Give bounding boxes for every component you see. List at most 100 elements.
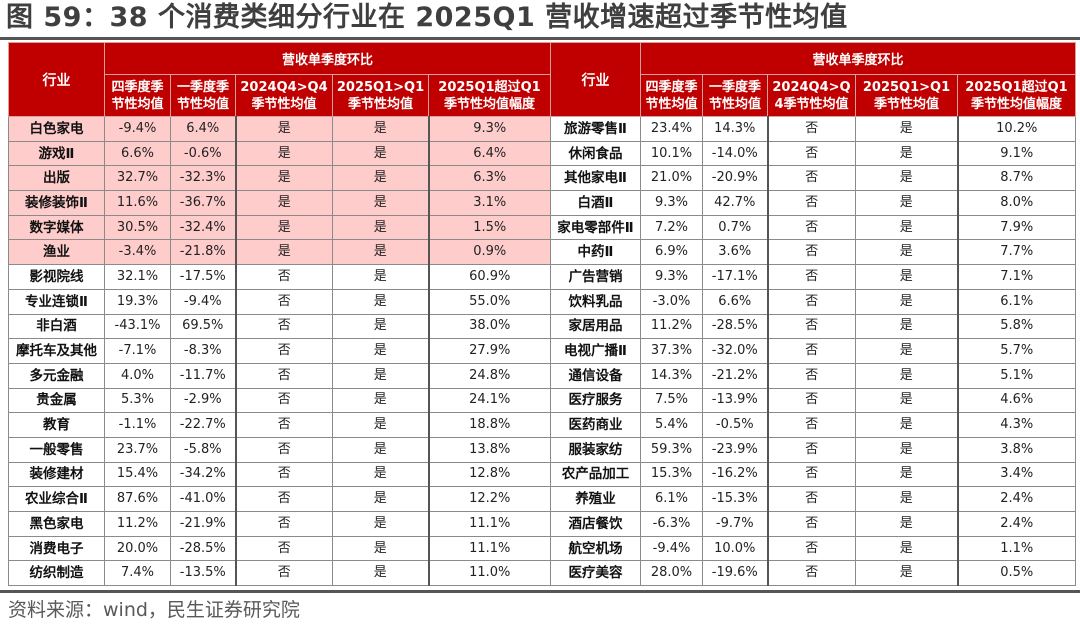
margin-cell: 60.9% — [428, 264, 551, 290]
q1-above-flag-cell: 是 — [855, 190, 959, 216]
table-row: 医药商业 5.4% -0.5% 否是 4.3% — [550, 412, 1076, 438]
table-row: 多元金融 4.0% -11.7% 否是 24.8% — [8, 362, 551, 389]
group-header-revenue-qoq: 营收单季度环比 — [104, 42, 551, 75]
industry-header: 行业 — [8, 42, 105, 117]
q4-seasonal-avg-cell: 10.1% — [640, 140, 703, 167]
industry-name-cell: 专业连锁Ⅱ — [8, 288, 105, 315]
q4-above-flag-cell: 否 — [235, 362, 333, 389]
margin-cell: 12.2% — [428, 486, 551, 512]
col-header-2025q1-above: 2025Q1>Q1 季节性均值 — [332, 74, 429, 117]
q1-seasonal-avg-cell: -36.7% — [170, 190, 237, 216]
table-row: 休闲食品 10.1% -14.0% 否是 9.1% — [550, 140, 1076, 167]
industry-name-cell: 数字媒体 — [8, 214, 105, 241]
q4-seasonal-avg-cell: -3.0% — [640, 288, 703, 315]
margin-cell: 38.0% — [428, 313, 551, 340]
q4-seasonal-avg-cell: 11.2% — [104, 511, 171, 537]
industry-name-cell: 纺织制造 — [8, 560, 105, 587]
table-row: 黑色家电 11.2% -21.9% 否是 11.1% — [8, 511, 551, 537]
q1-seasonal-avg-cell: -22.7% — [170, 412, 237, 438]
margin-cell: 11.0% — [428, 560, 551, 587]
q1-above-flag-cell: 是 — [855, 461, 959, 488]
industry-name-cell: 养殖业 — [550, 486, 641, 512]
margin-cell: 3.4% — [957, 461, 1076, 488]
q4-above-flag-cell: 否 — [235, 560, 333, 587]
q1-above-flag-cell: 是 — [855, 362, 959, 389]
table-row: 影视院线 32.1% -17.5% 否是 60.9% — [8, 264, 551, 290]
q4-seasonal-avg-cell: 5.4% — [640, 412, 703, 438]
q1-seasonal-avg-cell: 0.7% — [702, 214, 769, 241]
margin-cell: 4.3% — [957, 412, 1076, 438]
q1-seasonal-avg-cell: -28.5% — [170, 535, 237, 562]
left-data-table: 行业 营收单季度环比 四季度季 节性均值 一季度季 节性均值 2024Q4>Q4 季节… — [8, 42, 551, 587]
industry-name-cell: 休闲食品 — [550, 140, 641, 167]
industry-name-cell: 医疗服务 — [550, 387, 641, 414]
margin-cell: 5.8% — [957, 313, 1076, 340]
margin-cell: 10.2% — [957, 116, 1076, 142]
table-row: 通信设备 14.3% -21.2% 否是 5.1% — [550, 362, 1076, 389]
table-row: 旅游零售Ⅱ 23.4% 14.3% 否是 10.2% — [550, 116, 1076, 142]
q4-seasonal-avg-cell: 7.5% — [640, 387, 703, 414]
q1-above-flag-cell: 是 — [855, 535, 959, 562]
margin-cell: 7.7% — [957, 239, 1076, 266]
group-header-revenue-qoq: 营收单季度环比 — [640, 42, 1076, 75]
q1-above-flag-cell: 是 — [332, 486, 430, 512]
margin-cell: 8.7% — [957, 165, 1076, 192]
source-note: 资料来源：wind，民生证券研究院 — [8, 599, 300, 621]
margin-cell: 7.9% — [957, 214, 1076, 241]
q1-seasonal-avg-cell: -13.9% — [702, 387, 769, 414]
q4-above-flag-cell: 否 — [767, 387, 856, 414]
q4-seasonal-avg-cell: 7.2% — [640, 214, 703, 241]
q4-seasonal-avg-cell: 6.1% — [640, 486, 703, 512]
table-row: 医疗服务 7.5% -13.9% 否是 4.6% — [550, 387, 1076, 414]
table-row: 渔业 -3.4% -21.8% 是是 0.9% — [8, 239, 551, 266]
q4-seasonal-avg-cell: 4.0% — [104, 362, 171, 389]
q1-above-flag-cell: 是 — [855, 116, 959, 142]
table-row: 电视广播Ⅱ 37.3% -32.0% 否是 5.7% — [550, 338, 1076, 364]
q1-above-flag-cell: 是 — [855, 412, 959, 438]
q4-above-flag-cell: 否 — [767, 511, 856, 537]
q1-above-flag-cell: 是 — [332, 288, 430, 315]
table-row: 航空机场 -9.4% 10.0% 否是 1.1% — [550, 535, 1076, 562]
q1-above-flag-cell: 是 — [332, 412, 430, 438]
table-row: 家居用品 11.2% -28.5% 否是 5.8% — [550, 313, 1076, 340]
top-rule-divider — [0, 37, 1080, 40]
col-header-2025q1-above: 2025Q1>Q1 季节性均值 — [855, 74, 958, 117]
q4-seasonal-avg-cell: -9.4% — [104, 116, 171, 142]
table-row: 服装家纺 59.3% -23.9% 否是 3.8% — [550, 436, 1076, 463]
bottom-rule-divider — [0, 590, 1080, 593]
q1-above-flag-cell: 是 — [855, 387, 959, 414]
table-row: 贵金属 5.3% -2.9% 否是 24.1% — [8, 387, 551, 414]
industry-name-cell: 服装家纺 — [550, 436, 641, 463]
margin-cell: 3.1% — [428, 190, 551, 216]
q4-above-flag-cell: 是 — [235, 116, 333, 142]
col-header-2025q1-margin: 2025Q1超过Q1 季节性均值幅度 — [428, 74, 551, 117]
margin-cell: 4.6% — [957, 387, 1076, 414]
q1-seasonal-avg-cell: -17.1% — [702, 264, 769, 290]
margin-cell: 1.1% — [957, 535, 1076, 562]
table-row: 农产品加工 15.3% -16.2% 否是 3.4% — [550, 461, 1076, 488]
margin-cell: 9.3% — [428, 116, 551, 142]
q4-seasonal-avg-cell: 7.4% — [104, 560, 171, 587]
margin-cell: 6.3% — [428, 165, 551, 192]
table-row: 装修建材 15.4% -34.2% 否是 12.8% — [8, 461, 551, 488]
q4-seasonal-avg-cell: 9.3% — [640, 190, 703, 216]
industry-name-cell: 医药商业 — [550, 412, 641, 438]
industry-name-cell: 游戏Ⅱ — [8, 140, 105, 167]
q1-seasonal-avg-cell: -15.3% — [702, 486, 769, 512]
q1-seasonal-avg-cell: -5.8% — [170, 436, 237, 463]
margin-cell: 6.1% — [957, 288, 1076, 315]
q1-seasonal-avg-cell: -21.9% — [170, 511, 237, 537]
q1-above-flag-cell: 是 — [332, 362, 430, 389]
industry-name-cell: 黑色家电 — [8, 511, 105, 537]
table-row: 数字媒体 30.5% -32.4% 是是 1.5% — [8, 214, 551, 241]
q4-seasonal-avg-cell: -1.1% — [104, 412, 171, 438]
q1-above-flag-cell: 是 — [332, 116, 430, 142]
table-row: 非白酒 -43.1% 69.5% 否是 38.0% — [8, 313, 551, 340]
table-row: 广告营销 9.3% -17.1% 否是 7.1% — [550, 264, 1076, 290]
q4-above-flag-cell: 否 — [767, 214, 856, 241]
margin-cell: 2.4% — [957, 511, 1076, 537]
q4-above-flag-cell: 否 — [767, 239, 856, 266]
q1-seasonal-avg-cell: 6.4% — [170, 116, 237, 142]
industry-header: 行业 — [550, 42, 641, 117]
q1-seasonal-avg-cell: -34.2% — [170, 461, 237, 488]
